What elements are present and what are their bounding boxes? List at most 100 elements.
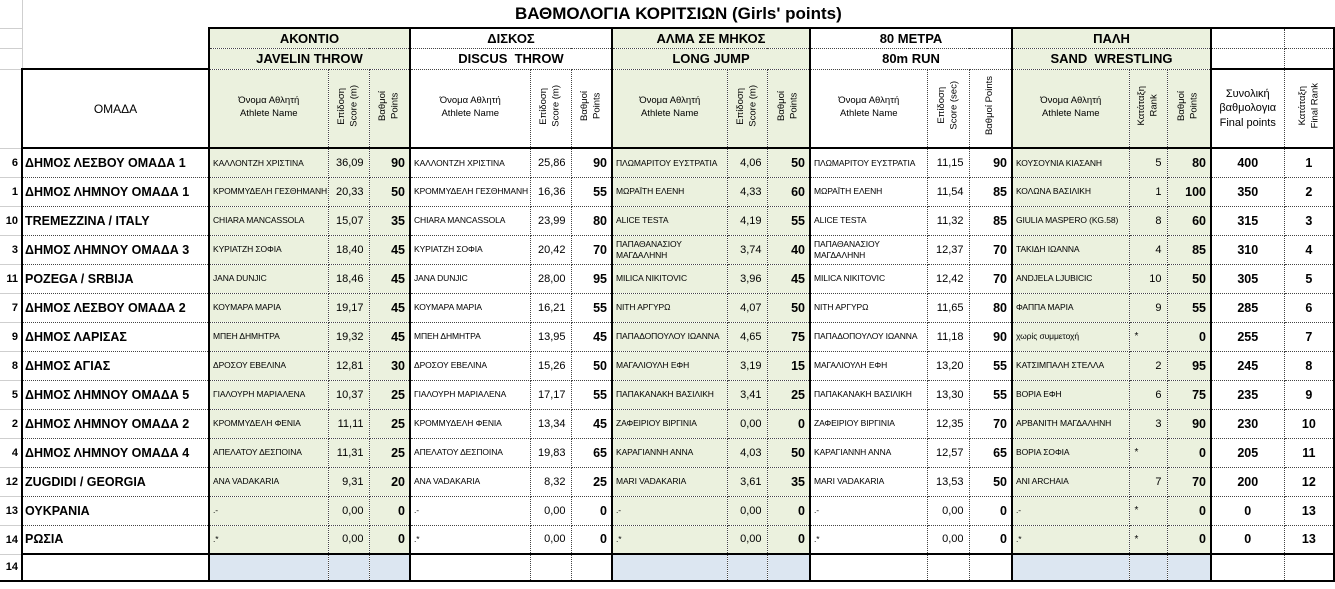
wrestling-points-cell[interactable]: 85 bbox=[1166, 234, 1212, 265]
final-rank-cell[interactable]: 5 bbox=[1283, 263, 1335, 294]
run_80m-athlete-name-cell[interactable]: ΠΑΠΑΘΑΝΑΣΙΟΥ ΜΑΓΔΑΛΗΝΗ bbox=[809, 234, 928, 265]
javelin-score-cell[interactable]: 11,31 bbox=[327, 437, 370, 468]
discus-points-cell[interactable]: 95 bbox=[570, 263, 613, 294]
wrestling-athlete-name-cell[interactable]: .- bbox=[1011, 495, 1130, 526]
discus-athlete-name-cell[interactable]: ANA VADAKARIA bbox=[409, 466, 531, 497]
final-points-cell[interactable]: 310 bbox=[1210, 234, 1285, 265]
javelin-points-cell[interactable]: 0 bbox=[368, 495, 411, 526]
final-rank-cell[interactable]: 2 bbox=[1283, 176, 1335, 207]
run_80m-points-cell[interactable]: 0 bbox=[968, 524, 1013, 555]
javelin-score-cell[interactable]: 9,31 bbox=[327, 466, 370, 497]
run_80m-points-cell[interactable]: 70 bbox=[968, 408, 1013, 439]
javelin-points-cell[interactable]: 45 bbox=[368, 234, 411, 265]
longjump-points-header[interactable]: Βαθμοί Points bbox=[766, 68, 811, 149]
wrestling-points-cell[interactable]: 0 bbox=[1166, 321, 1212, 352]
long_jump-athlete-name-cell[interactable]: .* bbox=[611, 524, 728, 555]
discus-score-cell[interactable]: 20,42 bbox=[529, 234, 572, 265]
final-points-header[interactable]: Συνολική βαθμολογια Final points bbox=[1210, 68, 1285, 149]
run_80m-score-cell[interactable]: 12,37 bbox=[926, 234, 970, 265]
discus-athlete-name-cell[interactable]: ΚΡΟΜΜΥΔΕΛΗ ΓΕΣΘΗΜΑΝΗ bbox=[409, 176, 531, 207]
team-name-cell[interactable]: ΟΥΚΡΑΝΙΑ bbox=[21, 495, 210, 526]
javelin-athlete-name-cell[interactable]: CHIARA MANCASSOLA bbox=[208, 205, 329, 236]
long_jump-athlete-name-cell[interactable]: ΠΑΠΑΔΟΠΟΥΛΟΥ ΙΩΑΝΝΑ bbox=[611, 321, 728, 352]
group-header-wrestling-el[interactable]: ΠΑΛΗ bbox=[1011, 27, 1212, 49]
javelin-score-cell[interactable]: 18,46 bbox=[327, 263, 370, 294]
long_jump-score-cell[interactable]: 4,19 bbox=[726, 205, 768, 236]
long_jump-points-cell[interactable]: 25 bbox=[766, 379, 811, 410]
discus-points-cell[interactable]: 0 bbox=[570, 495, 613, 526]
long_jump-points-cell[interactable]: 0 bbox=[766, 495, 811, 526]
long_jump-points-cell[interactable]: 50 bbox=[766, 292, 811, 323]
wrestling-points-cell[interactable]: 80 bbox=[1166, 147, 1212, 178]
group-header-80m-el[interactable]: 80 ΜΕΤΡΑ bbox=[809, 27, 1013, 49]
discus-score-cell[interactable]: 13,95 bbox=[529, 321, 572, 352]
group-header-discus-el[interactable]: ΔΙΣΚΟΣ bbox=[409, 27, 613, 49]
run_80m-athlete-name-cell[interactable]: .* bbox=[809, 524, 928, 555]
wrestling-athlete-name-cell[interactable]: ΑΡΒΑΝΙΤΗ ΜΑΓΔΑΛΗΝΗ bbox=[1011, 408, 1130, 439]
wrestling-rank-cell[interactable]: 3 bbox=[1128, 408, 1168, 439]
group-header-javelin-en[interactable]: JAVELIN THROW bbox=[208, 47, 411, 70]
wrestling-rank-header[interactable]: Κατάταξη Rank bbox=[1128, 68, 1168, 149]
row-number[interactable]: 13 bbox=[0, 496, 23, 526]
wrestling-points-cell[interactable]: 0 bbox=[1166, 495, 1212, 526]
discus-points-cell[interactable]: 50 bbox=[570, 350, 613, 381]
team-name-cell[interactable]: ΔΗΜΟΣ ΛΗΜΝΟΥ ΟΜΑΔΑ 4 bbox=[21, 437, 210, 468]
team-name-cell[interactable]: ΔΗΜΟΣ ΛΑΡΙΣΑΣ bbox=[21, 321, 210, 352]
final-rank-cell[interactable]: 4 bbox=[1283, 234, 1335, 265]
discus-score-cell[interactable]: 16,21 bbox=[529, 292, 572, 323]
final-rank-cell[interactable]: 6 bbox=[1283, 292, 1335, 323]
discus-score-cell[interactable]: 19,83 bbox=[529, 437, 572, 468]
javelin-athlete-name-cell[interactable]: ΓΙΑΛΟΥΡΗ ΜΑΡΙΑΛΕΝΑ bbox=[208, 379, 329, 410]
group-header-longjump-el[interactable]: ΑΛΜΑ ΣΕ ΜΗΚΟΣ bbox=[611, 27, 811, 49]
discus-athlete-name-cell[interactable]: CHIARA MANCASSOLA bbox=[409, 205, 531, 236]
row-number[interactable]: 6 bbox=[0, 148, 23, 178]
discus-athlete-name-cell[interactable]: ΚΥΡΙΑΤΖΗ ΣΟΦΙΑ bbox=[409, 234, 531, 265]
javelin-points-cell[interactable]: 45 bbox=[368, 292, 411, 323]
long_jump-score-cell[interactable]: 4,03 bbox=[726, 437, 768, 468]
final-points-cell[interactable]: 400 bbox=[1210, 147, 1285, 178]
80m-score-header[interactable]: Επίδοση Score (sec) bbox=[926, 68, 970, 149]
javelin-points-cell[interactable]: 0 bbox=[368, 524, 411, 555]
discus-score-cell[interactable]: 16,36 bbox=[529, 176, 572, 207]
long_jump-athlete-name-cell[interactable]: ALICE TESTA bbox=[611, 205, 728, 236]
discus-points-cell[interactable]: 45 bbox=[570, 321, 613, 352]
row-number[interactable]: 11 bbox=[0, 264, 23, 294]
javelin-score-cell[interactable]: 19,17 bbox=[327, 292, 370, 323]
row-number[interactable]: 7 bbox=[0, 293, 23, 323]
long_jump-athlete-name-cell[interactable]: .- bbox=[611, 495, 728, 526]
long_jump-score-cell[interactable]: 4,33 bbox=[726, 176, 768, 207]
javelin-athlete-name-cell[interactable]: ΚΟΥΜΑΡΑ ΜΑΡΙΑ bbox=[208, 292, 329, 323]
run_80m-athlete-name-cell[interactable]: ΝΙΤΗ ΑΡΓΥΡΩ bbox=[809, 292, 928, 323]
run_80m-athlete-name-cell[interactable]: ALICE TESTA bbox=[809, 205, 928, 236]
run_80m-points-cell[interactable]: 65 bbox=[968, 437, 1013, 468]
team-name-cell[interactable]: ΔΗΜΟΣ ΛΗΜΝΟΥ ΟΜΑΔΑ 2 bbox=[21, 408, 210, 439]
javelin-athlete-name-cell[interactable]: ΚΡΟΜΜΥΔΕΛΗ ΓΕΣΘΗΜΑΝΗ bbox=[208, 176, 329, 207]
wrestling-rank-cell[interactable]: * bbox=[1128, 321, 1168, 352]
javelin-score-cell[interactable]: 0,00 bbox=[327, 495, 370, 526]
team-name-cell[interactable]: ΔΗΜΟΣ ΛΗΜΝΟΥ ΟΜΑΔΑ 1 bbox=[21, 176, 210, 207]
row-number[interactable]: 14 bbox=[0, 525, 23, 555]
group-header-longjump-en[interactable]: LONG JUMP bbox=[611, 47, 811, 70]
wrestling-points-cell[interactable]: 75 bbox=[1166, 379, 1212, 410]
wrestling-athlete-name-cell[interactable]: ANI ARCHAIA bbox=[1011, 466, 1130, 497]
discus-points-cell[interactable]: 55 bbox=[570, 379, 613, 410]
final-points-cell[interactable]: 200 bbox=[1210, 466, 1285, 497]
run_80m-points-cell[interactable]: 90 bbox=[968, 321, 1013, 352]
long_jump-points-cell[interactable]: 60 bbox=[766, 176, 811, 207]
team-name-cell[interactable]: TREMEZZINA / ITALY bbox=[21, 205, 210, 236]
long_jump-athlete-name-cell[interactable]: ΠΛΩΜΑΡΙΤΟΥ ΕΥΣΤΡΑΤΙΑ bbox=[611, 147, 728, 178]
run_80m-athlete-name-cell[interactable]: ΠΑΠΑΚΑΝΑΚΗ ΒΑΣΙΛΙΚΗ bbox=[809, 379, 928, 410]
longjump-athlete-name-header[interactable]: Όνομα Αθλητή Athlete Name bbox=[611, 68, 728, 149]
javelin-score-cell[interactable]: 36,09 bbox=[327, 147, 370, 178]
team-name-cell[interactable]: ΔΗΜΟΣ ΛΗΜΝΟΥ ΟΜΑΔΑ 3 bbox=[21, 234, 210, 265]
run_80m-points-cell[interactable]: 90 bbox=[968, 147, 1013, 178]
discus-athlete-name-cell[interactable]: ΑΠΕΛΑΤΟΥ ΔΕΣΠΟΙΝΑ bbox=[409, 437, 531, 468]
wrestling-rank-cell[interactable]: * bbox=[1128, 495, 1168, 526]
row-number[interactable]: 1 bbox=[0, 177, 23, 207]
javelin-points-cell[interactable]: 20 bbox=[368, 466, 411, 497]
long_jump-points-cell[interactable]: 55 bbox=[766, 205, 811, 236]
wrestling-rank-cell[interactable]: 5 bbox=[1128, 147, 1168, 178]
wrestling-athlete-name-cell[interactable]: ΦΑΠΠΑ ΜΑΡΙΑ bbox=[1011, 292, 1130, 323]
long_jump-score-cell[interactable]: 3,74 bbox=[726, 234, 768, 265]
run_80m-athlete-name-cell[interactable]: ΜΩΡΑΪΤΗ ΕΛΕΝΗ bbox=[809, 176, 928, 207]
